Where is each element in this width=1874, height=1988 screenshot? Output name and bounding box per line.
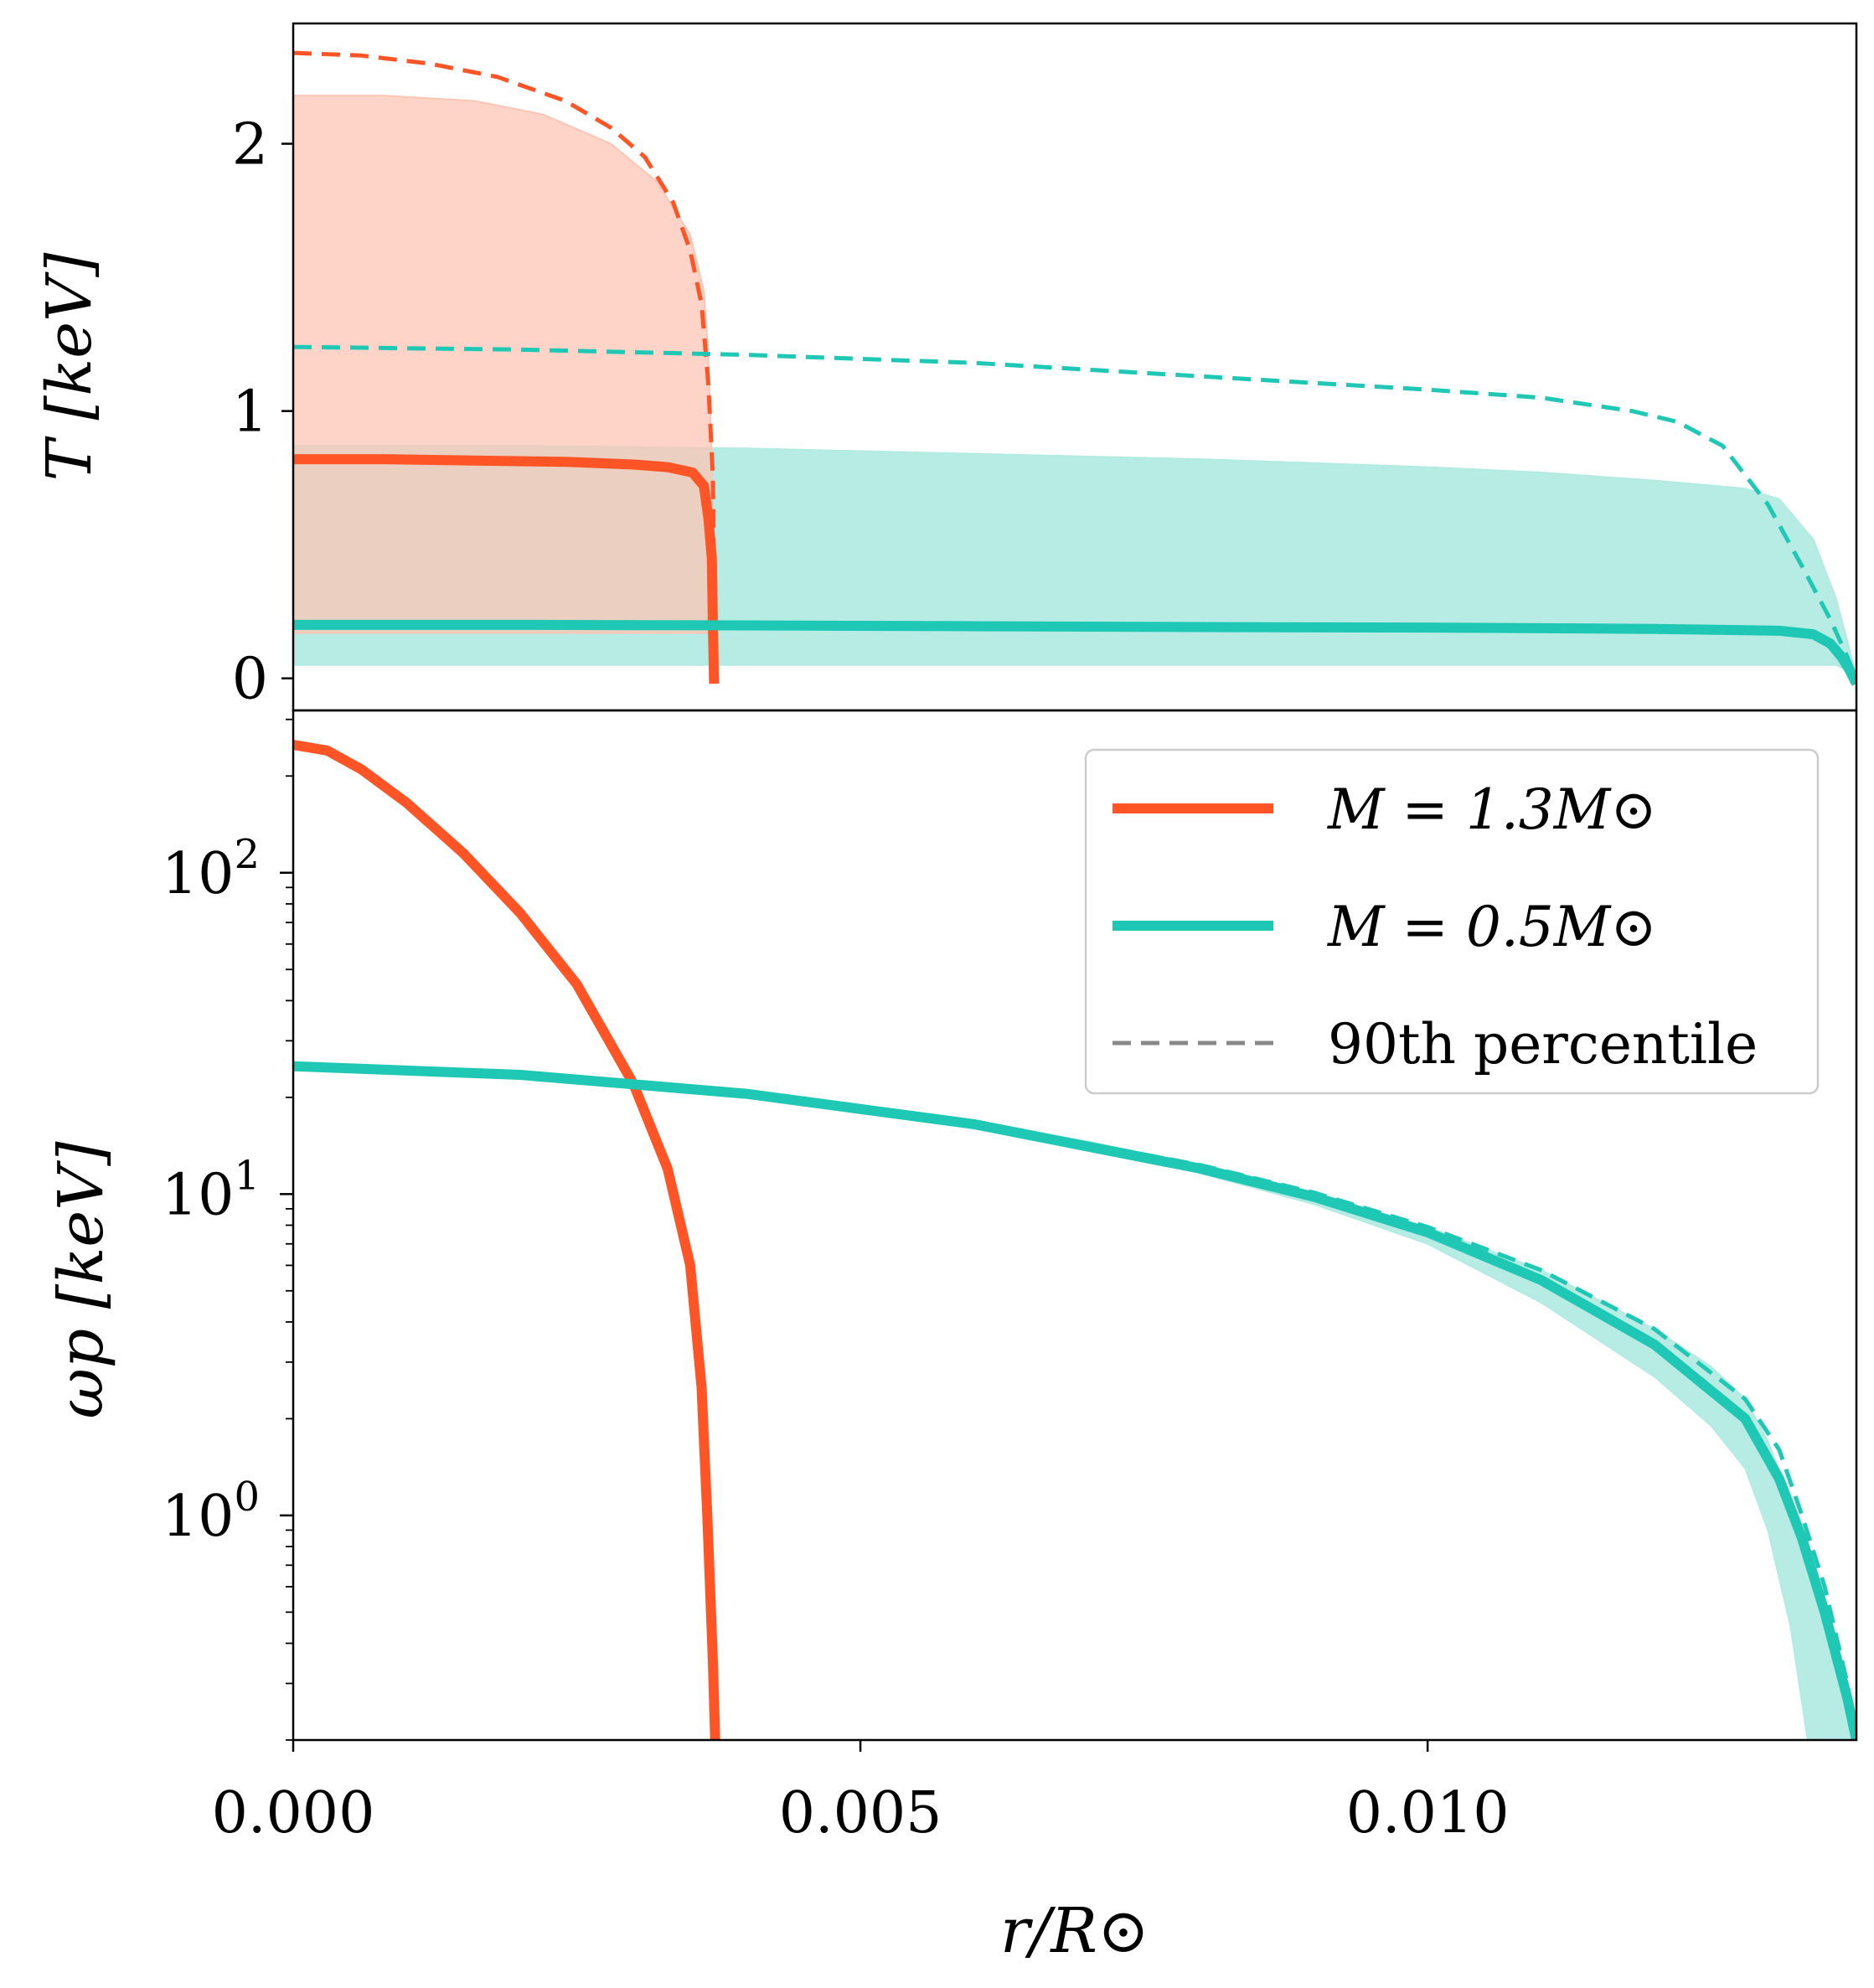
bottom-x-ticks: 0.000 0.005 0.010 [212,1740,1510,1846]
top-bands [293,95,1856,680]
x-axis-title: r/R⊙ [1000,1895,1149,1967]
top-panel: 0 1 2 T [keV] [34,22,1858,713]
legend-label: 90th percentile [1328,1012,1758,1077]
top-y-tick-label: 2 [232,112,268,178]
x-tick-label: 0.000 [212,1780,375,1846]
series-2-dashed-line [293,1064,1856,1740]
bottom-y-ticks: 100 101 102 [162,718,293,1741]
top-lines [293,50,1856,686]
legend-label: M = 1.3M⊙ [1327,777,1657,842]
top-y-tick-label: 1 [232,380,268,446]
series-4-dashed-line [293,344,1856,679]
bottom-lines [293,740,1856,1740]
bottom-y-tick-label: 101 [162,1152,260,1228]
bottom-y-tick-label: 100 [162,1474,260,1550]
series-3-band [293,1065,1856,1740]
series-1-dashed-line [293,50,718,684]
x-tick-label: 0.005 [779,1780,942,1846]
bottom-bands [293,1065,1856,1740]
bottom-panel: 100 101 102 0.000 0.005 0.010 ωp [keV] r/R⊙ [45,709,1858,1967]
top-y-ticks: 0 1 2 [232,112,293,713]
bottom-y-tick-label: 102 [162,831,260,907]
bottom-y-axis-title: ωp [keV] [45,1141,117,1418]
bottom-axes-frame [292,709,1858,1742]
x-tick-label: 0.010 [1346,1780,1510,1846]
legend: M = 1.3M⊙ M = 0.5M⊙ 90th percentile [1084,748,1820,1095]
legend-frame [1084,748,1820,1095]
series-1-line [293,1061,1856,1740]
series-0-line [293,740,720,1740]
top-y-axis-title: T [keV] [34,253,106,482]
series-2-band [293,95,714,634]
top-y-tick-label: 0 [232,647,268,713]
series-3-line [293,619,1856,686]
legend-label: M = 0.5M⊙ [1327,895,1657,959]
